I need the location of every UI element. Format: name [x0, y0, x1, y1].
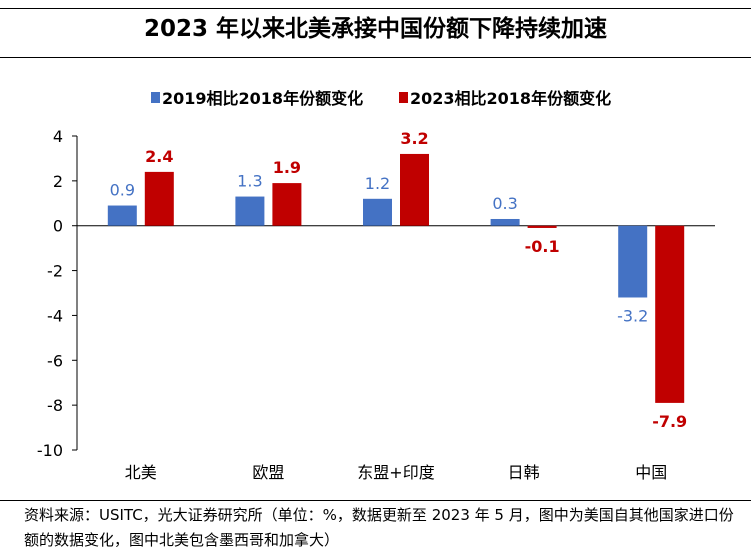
y-tick-label: -4: [47, 306, 63, 325]
bar-chart: 2019相比2018年份额变化 2023相比2018年份额变化 4 2 0 -2 -4 -6 -…: [37, 89, 715, 482]
data-label-series-1-2: 1.3: [237, 172, 262, 191]
bar-series-2-3: [400, 153, 429, 226]
data-label-series-2-5: -7.9: [652, 412, 687, 431]
bar-series-1-1: [107, 205, 137, 226]
bar-series-2-5: [655, 225, 685, 403]
y-tick-label: -6: [47, 351, 63, 370]
y-tick-label: -10: [37, 441, 63, 460]
bar-series-1-5: [618, 225, 648, 298]
y-tick-label: 4: [53, 127, 63, 146]
bar-series-2-4: [527, 225, 557, 228]
data-label-series-2-4: -0.1: [525, 237, 560, 256]
page-title: 2023 年以来北美承接中国份额下降持续加速: [143, 16, 608, 42]
data-label-series-2-1: 2.4: [145, 147, 173, 166]
x-category-label: 中国: [635, 463, 667, 482]
data-label-series-1-3: 1.2: [365, 174, 390, 193]
x-category-label: 北美: [125, 463, 157, 482]
bar-series-2-1: [144, 171, 174, 226]
data-label-series-1-4: 0.3: [492, 194, 517, 213]
bar-series-2-2: [272, 183, 302, 226]
data-label-series-1-5: -3.2: [617, 306, 648, 325]
x-category-label: 日韩: [508, 463, 540, 482]
title-top-rule: [0, 8, 751, 9]
title-bottom-rule: [0, 57, 751, 58]
legend-label-1: 2019相比2018年份额变化: [162, 89, 363, 108]
source-top-rule: [0, 500, 751, 501]
data-label-series-1-1: 0.9: [110, 181, 135, 200]
data-label-series-2-2: 1.9: [273, 158, 301, 177]
y-tick-label: -2: [47, 262, 63, 281]
source-note: 资料来源：USITC，光大证券研究所（单位：%，数据更新至 2023 年 5 月…: [24, 506, 734, 549]
x-category-label: 欧盟: [252, 463, 284, 482]
legend-label-2: 2023相比2018年份额变化: [410, 89, 611, 108]
bar-series-1-2: [235, 196, 265, 226]
bar-series-1-4: [490, 218, 520, 226]
y-tick-label: -8: [47, 396, 63, 415]
bar-series-1-3: [363, 198, 392, 226]
y-tick-label: 0: [53, 217, 63, 236]
x-category-label: 东盟+印度: [357, 463, 434, 482]
y-tick-label: 2: [53, 172, 63, 191]
legend-swatch-2: [399, 92, 408, 103]
data-label-series-2-3: 3.2: [400, 129, 428, 148]
legend-swatch-1: [151, 92, 160, 103]
